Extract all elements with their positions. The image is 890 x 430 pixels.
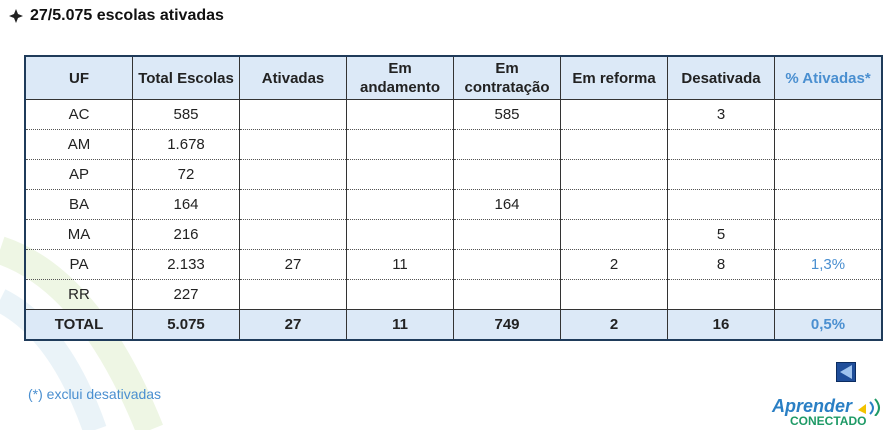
table-cell — [346, 189, 454, 220]
table-cell: BA — [24, 189, 133, 220]
header-row: UF Total Escolas Ativadas Em andamento Em co… — [24, 56, 883, 100]
table-cell — [453, 159, 561, 190]
column-header: UF — [24, 56, 133, 100]
table-cell — [774, 159, 883, 190]
table-cell: 227 — [132, 279, 240, 310]
table-cell — [453, 129, 561, 160]
table-cell: 8 — [667, 249, 775, 280]
table-cell — [346, 219, 454, 250]
table-cell: 164 — [453, 189, 561, 220]
table-cell — [774, 279, 883, 310]
table-row: AC 585 585 3 — [24, 99, 883, 130]
column-header: Em reforma — [560, 56, 668, 100]
total-cell: 749 — [453, 309, 561, 341]
table-cell: AP — [24, 159, 133, 190]
total-cell: 11 — [346, 309, 454, 341]
table-cell — [560, 189, 668, 220]
table-cell — [239, 219, 347, 250]
column-header: % Ativadas* — [774, 56, 883, 100]
table-cell: 216 — [132, 219, 240, 250]
table-cell: RR — [24, 279, 133, 310]
table-cell — [239, 159, 347, 190]
table-cell: AM — [24, 129, 133, 160]
table-cell: 27 — [239, 249, 347, 280]
table-row: PA 2.133 27 11 2 8 1,3% — [24, 249, 883, 280]
table-cell — [346, 159, 454, 190]
table-cell — [346, 99, 454, 130]
table-row: BA 164 164 — [24, 189, 883, 220]
table-cell: 11 — [346, 249, 454, 280]
table-cell — [774, 189, 883, 220]
table-cell: PA — [24, 249, 133, 280]
footnote: (*) exclui desativadas — [28, 386, 162, 402]
table-row: AP 72 — [24, 159, 883, 190]
table-cell — [774, 219, 883, 250]
back-button[interactable] — [836, 362, 856, 382]
bullet-icon — [9, 9, 23, 23]
table-cell — [560, 279, 668, 310]
table-cell: 585 — [132, 99, 240, 130]
total-cell: TOTAL — [24, 309, 133, 341]
table-cell: MA — [24, 219, 133, 250]
table-cell: 5 — [667, 219, 775, 250]
table-cell — [346, 129, 454, 160]
schools-table: UF Total Escolas Ativadas Em andamento Em co… — [24, 55, 883, 341]
table-row: AM 1.678 — [24, 129, 883, 160]
column-header: Em andamento — [346, 56, 454, 100]
logo: Aprender CONECTADO — [770, 396, 888, 430]
table-cell — [667, 129, 775, 160]
table-cell: AC — [24, 99, 133, 130]
table-cell — [667, 279, 775, 310]
total-cell: 16 — [667, 309, 775, 341]
column-header: Desativada — [667, 56, 775, 100]
table-cell — [560, 129, 668, 160]
column-header: Ativadas — [239, 56, 347, 100]
table-cell — [239, 99, 347, 130]
table-cell: 3 — [667, 99, 775, 130]
table-cell — [667, 189, 775, 220]
table-cell — [667, 159, 775, 190]
table-cell — [560, 99, 668, 130]
total-row: TOTAL 5.075 27 11 749 2 16 0,5% — [24, 309, 883, 341]
table-cell: 2 — [560, 249, 668, 280]
table-row: MA 216 5 — [24, 219, 883, 250]
table-cell: 164 — [132, 189, 240, 220]
table-cell — [239, 189, 347, 220]
table-cell — [560, 159, 668, 190]
back-arrow — [840, 365, 852, 379]
total-cell: 27 — [239, 309, 347, 341]
column-header: Total Escolas — [132, 56, 240, 100]
table-cell: 2.133 — [132, 249, 240, 280]
total-cell: 2 — [560, 309, 668, 341]
table-cell — [453, 249, 561, 280]
table-cell — [239, 279, 347, 310]
table-cell — [239, 129, 347, 160]
table-cell: 72 — [132, 159, 240, 190]
table-cell — [453, 219, 561, 250]
table-cell — [346, 279, 454, 310]
table-cell — [560, 219, 668, 250]
table-cell — [453, 279, 561, 310]
table-cell: 1,3% — [774, 249, 883, 280]
logo-text: CONECTADO — [790, 414, 867, 428]
column-header: Em contratação — [453, 56, 561, 100]
table-cell: 585 — [453, 99, 561, 130]
total-cell: 5.075 — [132, 309, 240, 341]
table-cell — [774, 99, 883, 130]
table-row: RR 227 — [24, 279, 883, 310]
logo-icon — [858, 398, 880, 416]
table-cell: 1.678 — [132, 129, 240, 160]
title: 27/5.075 escolas ativadas — [30, 7, 224, 24]
total-cell: 0,5% — [774, 309, 883, 341]
table-cell — [774, 129, 883, 160]
logo-text: Aprender — [772, 396, 853, 416]
